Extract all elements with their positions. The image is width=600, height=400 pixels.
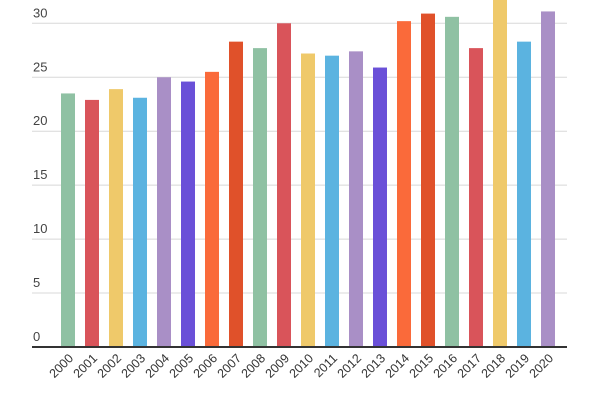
bar-2014: [397, 21, 411, 348]
x-tick-label: 2015: [407, 351, 437, 381]
y-tick-label: 30: [33, 5, 47, 20]
bar-2015: [421, 13, 435, 348]
bar-2009: [277, 23, 291, 348]
bar-2011: [325, 55, 339, 348]
x-tick-label: 2012: [335, 351, 365, 381]
x-tick-label: 2019: [503, 351, 533, 381]
bar-2020: [541, 11, 555, 347]
x-tick-label: 2004: [143, 351, 173, 381]
x-tick-label: 2018: [479, 351, 509, 381]
bar-2006: [205, 71, 219, 347]
bar-2017: [469, 48, 483, 347]
bar-2000: [61, 93, 75, 347]
y-tick-label: 20: [33, 113, 47, 128]
x-tick-label: 2013: [359, 351, 389, 381]
x-tick-label: 2003: [119, 351, 149, 381]
y-tick-label: 10: [33, 221, 47, 236]
x-tick-label: 2001: [71, 351, 101, 381]
x-tick-label: 2009: [263, 351, 293, 381]
x-tick-label: 2017: [455, 351, 485, 381]
x-axis-labels: 2000200120022003200420052006200720082009…: [47, 351, 557, 381]
bar-2012: [349, 51, 363, 347]
x-tick-label: 2011: [311, 351, 340, 380]
x-tick-label: 2000: [47, 351, 77, 381]
bar-2005: [181, 81, 195, 347]
bar-2018: [493, 0, 507, 347]
bars: [61, 0, 555, 348]
y-tick-label: 25: [33, 59, 47, 74]
x-tick-label: 2006: [191, 351, 221, 381]
bar-2013: [373, 67, 387, 347]
bar-2007: [229, 41, 243, 347]
bar-2004: [157, 77, 171, 347]
bar-2010: [301, 53, 315, 348]
bar-2019: [517, 41, 531, 347]
y-tick-label: 15: [33, 167, 47, 182]
y-axis-ticks: 0 5 10 15 20 25 30: [33, 5, 47, 344]
y-tick-label: 5: [33, 275, 40, 290]
x-tick-label: 2008: [239, 351, 269, 381]
bar-2001: [85, 99, 99, 347]
x-tick-label: 2016: [431, 351, 461, 381]
bar-2008: [253, 48, 267, 347]
x-tick-label: 2014: [383, 351, 413, 381]
bar-2016: [445, 16, 459, 348]
x-tick-label: 2010: [287, 351, 317, 381]
x-tick-label: 2005: [167, 351, 197, 381]
bar-2002: [109, 89, 123, 347]
bar-2003: [133, 97, 147, 347]
x-tick-label: 2002: [95, 351, 125, 381]
y-tick-label: 0: [33, 329, 40, 344]
x-tick-label: 2020: [527, 351, 557, 381]
x-tick-label: 2007: [215, 351, 245, 381]
